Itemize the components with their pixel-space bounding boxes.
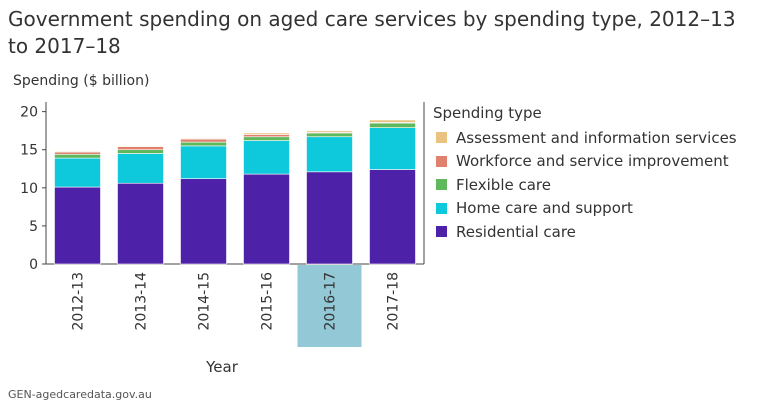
bar-segment [369,119,416,123]
bar-segment [306,136,353,173]
bar-segment [306,130,353,133]
bar-segment [117,149,164,154]
legend-label: Flexible care [456,175,551,194]
bar-segment [117,182,164,265]
legend-swatch [436,132,447,144]
legend-label: Residential care [456,222,576,241]
bar-segment [243,140,290,175]
legend-title: Spending type [433,104,542,122]
bar-segment [117,146,164,151]
legend-swatch [436,226,447,238]
y-tick-label: 20 [20,105,38,121]
legend-item: Flexible care [436,173,737,197]
bar-segment [117,153,164,184]
legend-swatch [436,155,447,167]
bar-segment [180,138,227,143]
bar-segment [180,145,227,179]
y-axis-label: Spending ($ billion) [13,73,150,89]
bar-segment [243,134,290,138]
legend: Assessment and information services Workf… [436,126,737,244]
bar-segment [54,150,101,153]
bar-segment [243,173,290,265]
y-tick-label: 5 [29,219,38,235]
bar-segment [369,127,416,170]
legend-item: Assessment and information services [436,126,737,150]
legend-label: Assessment and information services [456,128,737,147]
legend-label: Home care and support [456,199,633,218]
x-tick-label: 2016-17 [323,272,339,331]
bar-segment [180,141,227,147]
bar-segment [369,122,416,128]
bar-segment [243,132,290,135]
x-tick-label: 2012-13 [71,272,87,331]
x-axis-label: Year [205,358,239,376]
bar-segment [180,137,227,140]
bar-segment [306,132,353,138]
legend-label: Workforce and service improvement [456,152,729,171]
legend-swatch [436,202,447,214]
x-tick-label: 2013-14 [134,272,150,331]
bar-segment [117,145,164,147]
legend-item: Residential care [436,220,737,244]
bar-segment [54,157,101,188]
chart-title: Government spending on aged care service… [8,7,736,58]
bar-segment [180,178,227,265]
legend-swatch [436,179,447,191]
bar-segment [243,136,290,141]
x-tick-label: 2017-18 [386,272,402,331]
bar-segment [306,171,353,265]
bar-segment [369,169,416,265]
legend-item: Workforce and service improvement [436,150,737,174]
y-tick-label: 0 [29,257,38,273]
highlighted-category-band [297,265,362,347]
bar-segment [54,186,101,265]
source-note: GEN-agedcaredata.gov.au [8,388,152,401]
bar-segment [54,151,101,155]
legend-item: Home care and support [436,197,737,221]
y-tick-label: 15 [20,143,38,159]
x-tick-label: 2014-15 [197,272,213,331]
bar-segment [54,153,101,159]
x-tick-label: 2015-16 [260,272,276,331]
y-tick-label: 10 [20,181,38,197]
